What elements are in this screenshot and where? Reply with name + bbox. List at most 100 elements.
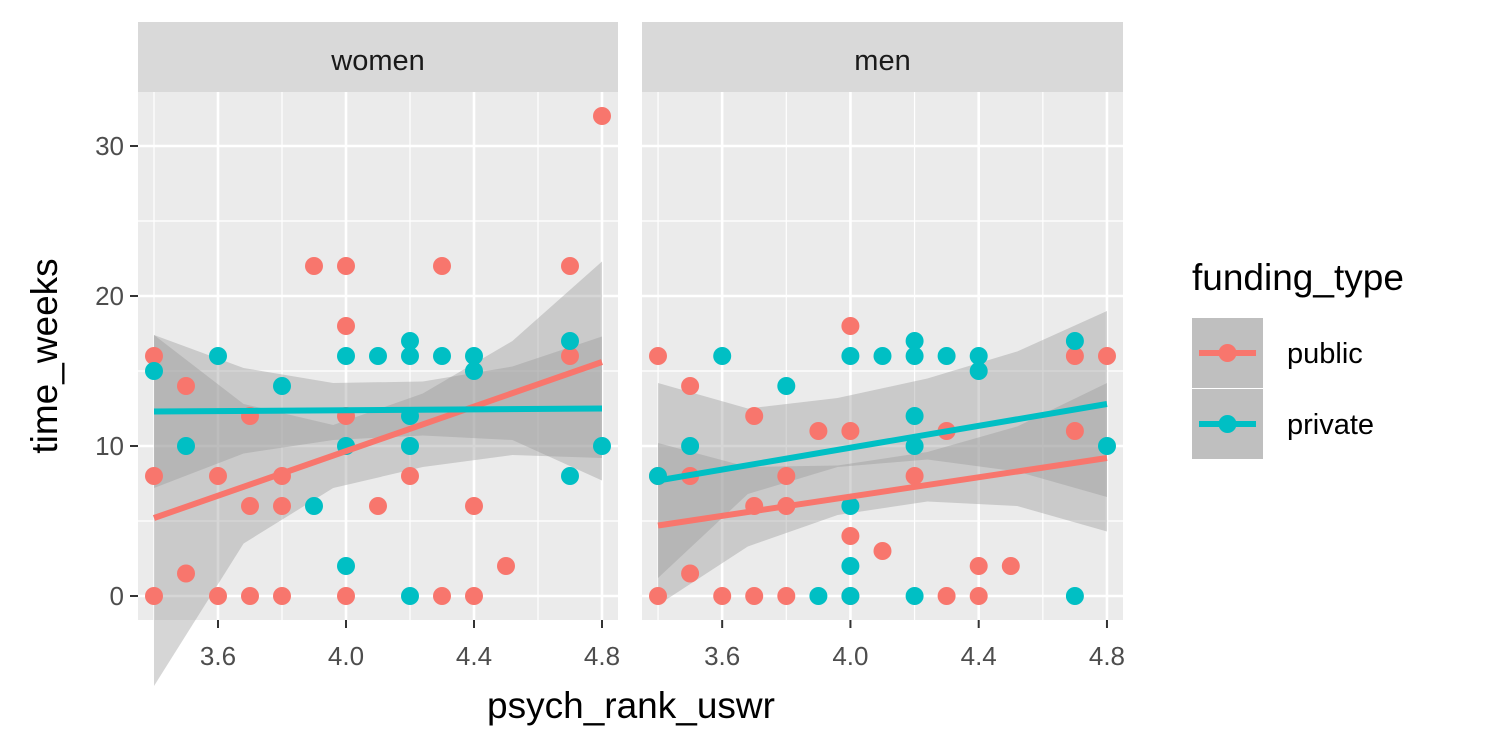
data-point-public bbox=[1098, 347, 1116, 365]
data-point-public bbox=[841, 317, 860, 335]
data-point-private bbox=[809, 587, 828, 605]
data-point-public bbox=[209, 467, 227, 485]
panel-women: women 3.6 4.0 4.4 4.8 bbox=[138, 22, 620, 686]
data-point-private bbox=[681, 437, 700, 455]
y-tick-label: 30 bbox=[95, 131, 124, 161]
data-point-public bbox=[593, 107, 611, 125]
legend-label: public bbox=[1287, 338, 1363, 370]
data-point-private bbox=[465, 362, 483, 380]
data-point-private bbox=[561, 467, 579, 485]
data-point-private bbox=[273, 377, 291, 395]
x-tick-label: 4.4 bbox=[456, 641, 492, 671]
legend-label: private bbox=[1287, 409, 1374, 441]
x-axis-title: psych_rank_uswr bbox=[487, 685, 775, 726]
data-point-public bbox=[681, 564, 700, 583]
data-point-private bbox=[841, 557, 860, 575]
data-point-public bbox=[649, 347, 667, 365]
data-point-private bbox=[969, 347, 988, 365]
data-point-private bbox=[905, 587, 924, 605]
data-point-public bbox=[497, 557, 515, 575]
data-point-public bbox=[873, 542, 892, 560]
data-point-public bbox=[369, 497, 387, 515]
data-point-private bbox=[337, 347, 355, 365]
y-tick-label: 10 bbox=[95, 431, 124, 461]
data-point-public bbox=[905, 467, 924, 485]
data-point-private bbox=[433, 347, 451, 365]
legend-item-private: private bbox=[1192, 389, 1374, 459]
y-axis: 0 10 20 30 bbox=[95, 131, 138, 611]
data-point-private bbox=[905, 332, 924, 350]
data-point-public bbox=[841, 527, 860, 545]
x-tick-label: 4.4 bbox=[961, 641, 997, 671]
data-point-public bbox=[1001, 557, 1020, 575]
x-tick-label: 4.0 bbox=[328, 641, 364, 671]
data-point-public bbox=[145, 467, 163, 485]
data-point-private bbox=[841, 347, 860, 365]
y-tick-label: 0 bbox=[110, 581, 124, 611]
data-point-public bbox=[465, 587, 483, 605]
data-point-public bbox=[145, 587, 163, 605]
x-tick-label: 3.6 bbox=[704, 641, 740, 671]
panels-layer: women 3.6 4.0 4.4 4.8 men 3.6 4.0 4.4 4.8 bbox=[138, 22, 1125, 686]
fit-line-public bbox=[657, 455, 1108, 529]
facet-strip bbox=[642, 22, 1123, 92]
data-point-private bbox=[937, 347, 956, 365]
x-tick-label: 3.6 bbox=[200, 641, 236, 671]
data-point-private bbox=[401, 347, 419, 365]
data-point-private bbox=[401, 332, 419, 350]
legend-item-public: public bbox=[1192, 318, 1363, 388]
data-point-private bbox=[841, 587, 860, 605]
data-point-public bbox=[209, 587, 227, 605]
data-point-private bbox=[873, 347, 892, 365]
fit-line-private bbox=[657, 401, 1108, 484]
data-point-public bbox=[841, 422, 860, 440]
x-tick-label: 4.8 bbox=[1089, 641, 1125, 671]
data-point-public bbox=[241, 587, 259, 605]
legend: funding_type public private bbox=[1192, 257, 1404, 459]
data-point-public bbox=[305, 257, 323, 275]
data-point-public bbox=[969, 587, 988, 605]
x-tick-label: 4.8 bbox=[584, 641, 620, 671]
panel-men: men 3.6 4.0 4.4 4.8 bbox=[642, 22, 1125, 671]
data-point-public bbox=[177, 564, 195, 583]
data-point-public bbox=[777, 587, 796, 605]
data-point-private bbox=[1065, 332, 1084, 350]
data-point-public bbox=[273, 587, 291, 605]
data-point-private bbox=[905, 437, 924, 455]
data-point-private bbox=[1098, 437, 1116, 455]
data-point-public bbox=[433, 257, 451, 275]
data-point-public bbox=[1065, 347, 1084, 365]
y-tick-label: 20 bbox=[95, 281, 124, 311]
data-point-public bbox=[145, 347, 163, 365]
data-point-private bbox=[401, 437, 419, 455]
data-point-private bbox=[713, 347, 732, 365]
data-point-public bbox=[241, 497, 259, 515]
data-point-private bbox=[969, 362, 988, 380]
legend-key-point bbox=[1218, 344, 1237, 362]
data-point-private bbox=[401, 587, 419, 605]
data-point-public bbox=[561, 257, 579, 275]
facet-strip bbox=[138, 22, 618, 92]
data-point-public bbox=[401, 467, 419, 485]
data-point-public bbox=[681, 377, 700, 395]
data-point-public bbox=[337, 257, 355, 275]
data-point-private bbox=[561, 332, 579, 350]
data-point-public bbox=[809, 422, 828, 440]
data-point-public bbox=[713, 587, 732, 605]
data-point-private bbox=[841, 497, 860, 515]
facet-strip-label: women bbox=[330, 45, 425, 77]
data-point-private bbox=[1065, 587, 1084, 605]
data-point-private bbox=[305, 497, 323, 515]
data-point-public bbox=[177, 377, 195, 395]
data-point-private bbox=[369, 347, 387, 365]
data-point-private bbox=[777, 377, 796, 395]
data-point-private bbox=[209, 347, 227, 365]
data-point-public bbox=[433, 587, 451, 605]
data-point-public bbox=[649, 587, 667, 605]
data-point-public bbox=[745, 407, 764, 425]
data-point-private bbox=[177, 437, 195, 455]
data-point-public bbox=[337, 317, 355, 335]
data-point-public bbox=[745, 587, 764, 605]
data-point-public bbox=[777, 467, 796, 485]
data-point-public bbox=[465, 497, 483, 515]
